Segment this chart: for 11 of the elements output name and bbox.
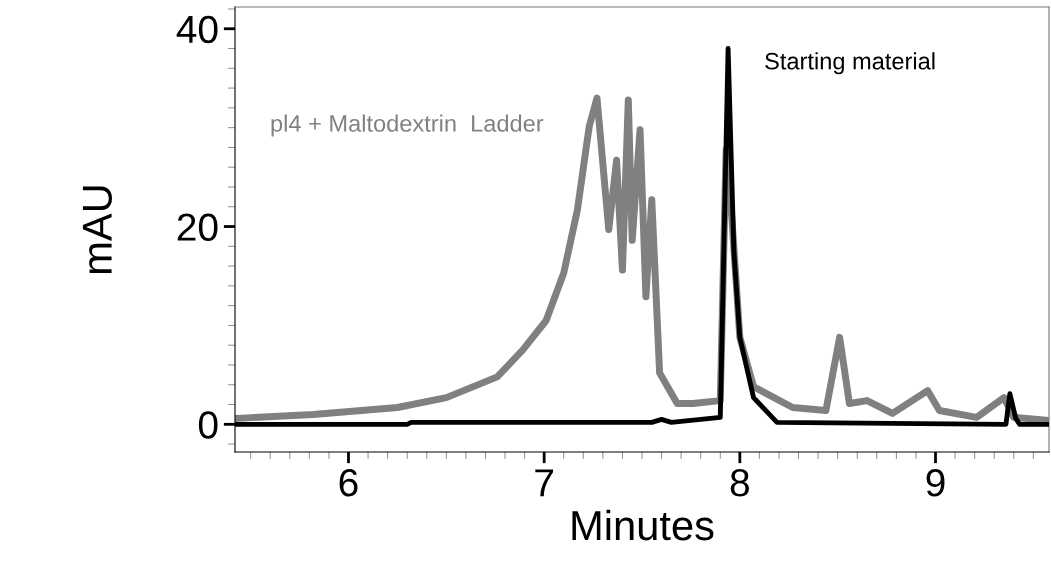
x-axis-title: Minutes bbox=[572, 509, 714, 541]
y-tick-label: 0 bbox=[198, 411, 218, 439]
y-tick-label: 20 bbox=[177, 213, 218, 242]
series-label: pl4 + Maltodextrin Ladder bbox=[271, 114, 544, 137]
x-tick-label: 7 bbox=[535, 469, 554, 497]
x-tick-label: 9 bbox=[926, 469, 945, 497]
series-label: Starting material bbox=[765, 52, 935, 75]
y-tick-label: 40 bbox=[176, 15, 218, 44]
y-axis-title: mAU bbox=[82, 186, 112, 274]
x-tick-label: 8 bbox=[730, 469, 749, 497]
x-tick-label: 6 bbox=[339, 469, 358, 497]
